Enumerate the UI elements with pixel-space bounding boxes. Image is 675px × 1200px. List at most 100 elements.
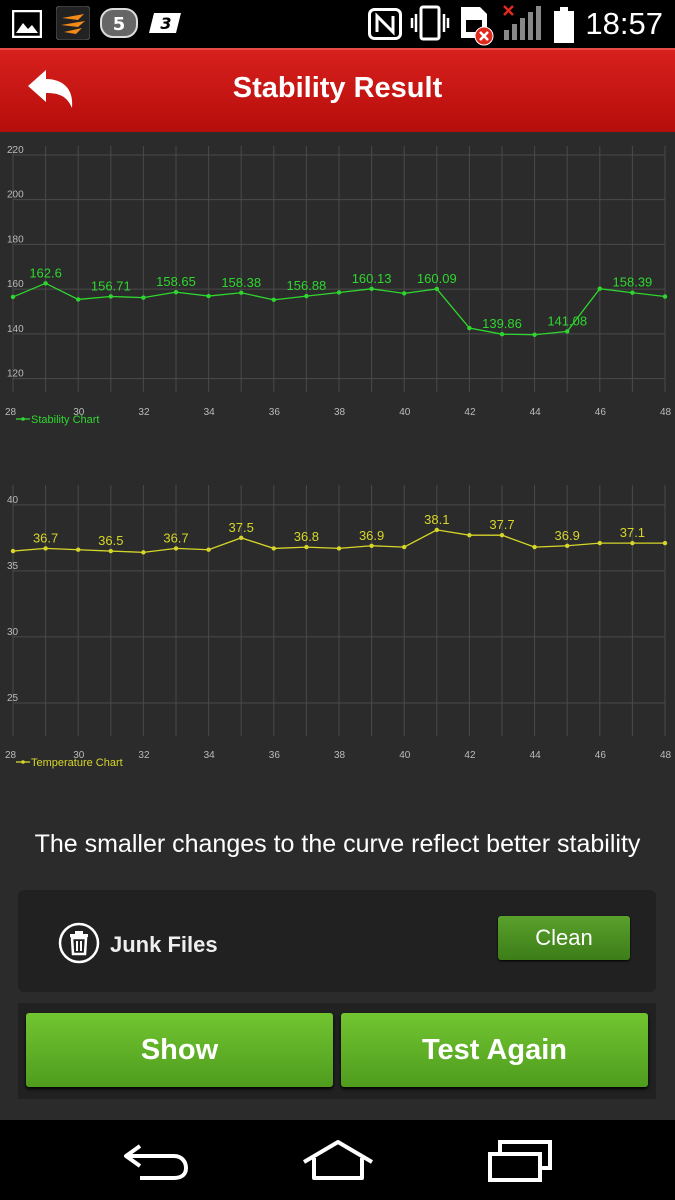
temperature-data-label: 37.7 — [489, 517, 514, 532]
temperature-data-point — [336, 546, 342, 551]
temperature-data-point — [499, 533, 505, 538]
temperature-data-label: 36.7 — [33, 530, 58, 545]
vibrate-icon — [410, 5, 450, 41]
navigation-bar — [0, 1120, 675, 1200]
stability-data-label: 158.65 — [156, 274, 196, 289]
stability-data-label: 158.38 — [221, 275, 261, 290]
clean-button[interactable]: Clean — [498, 916, 630, 960]
temperature-data-point — [206, 547, 211, 552]
status-time: 18:57 — [585, 6, 663, 41]
temperature-data-point — [369, 543, 374, 548]
temperature-y-tick-label: 25 — [7, 693, 19, 704]
stability-data-point — [369, 286, 374, 292]
temperature-legend-marker — [21, 760, 25, 764]
temperature-y-tick-label: 40 — [7, 495, 19, 506]
temperature-x-tick-label: 44 — [530, 750, 542, 761]
stability-y-tick-label: 220 — [7, 145, 24, 156]
temperature-data-label: 36.9 — [359, 528, 384, 543]
temperature-data-point — [108, 548, 114, 554]
temperature-x-tick-label: 34 — [204, 750, 216, 761]
back-icon[interactable] — [120, 1136, 190, 1186]
stability-data-point — [271, 297, 276, 303]
page-title: Stability Result — [232, 72, 443, 104]
stability-x-tick-label: 38 — [334, 407, 346, 418]
signal-no-service-icon — [503, 5, 541, 40]
stability-x-tick-label: 48 — [660, 407, 672, 418]
stability-data-label: 139.86 — [482, 316, 522, 331]
action-panel: Show Test Again — [18, 1003, 656, 1099]
sim-error-icon — [461, 7, 494, 46]
temperature-data-label: 36.7 — [163, 530, 188, 545]
temperature-data-point — [565, 543, 570, 548]
stability-data-label: 156.71 — [91, 278, 131, 293]
gallery-icon — [12, 10, 42, 38]
stability-y-tick-label: 160 — [7, 279, 24, 290]
svg-text:5: 5 — [113, 14, 126, 35]
temperature-data-point — [43, 546, 48, 551]
temperature-data-point — [467, 533, 472, 538]
svg-text:3: 3 — [160, 14, 171, 33]
show-button[interactable]: Show — [26, 1013, 333, 1087]
stability-x-tick-label: 36 — [269, 407, 281, 418]
temperature-y-tick-label: 35 — [7, 561, 19, 572]
temperature-data-label: 36.9 — [555, 528, 580, 543]
stability-data-point — [206, 293, 211, 299]
temperature-data-point — [271, 546, 276, 551]
stability-x-tick-label: 44 — [530, 407, 542, 418]
stability-data-label: 158.39 — [613, 275, 653, 290]
recent-apps-icon[interactable] — [484, 1136, 556, 1186]
stability-data-label: 162.6 — [29, 265, 62, 280]
junk-files-panel: Junk Files Clean — [18, 890, 656, 992]
stability-data-point — [304, 293, 309, 299]
stability-y-tick-label: 120 — [7, 369, 24, 380]
stability-x-tick-label: 28 — [5, 407, 17, 418]
stability-data-label: 156.88 — [287, 278, 327, 293]
stability-hint-text: The smaller changes to the curve reflect… — [34, 830, 641, 858]
home-icon[interactable] — [300, 1136, 376, 1186]
stability-x-tick-label: 34 — [204, 407, 216, 418]
temperature-x-tick-label: 28 — [5, 750, 17, 761]
temperature-data-label: 36.5 — [98, 533, 123, 548]
stability-legend-marker — [21, 417, 25, 421]
stability-data-point — [467, 325, 472, 331]
temperature-data-label: 36.8 — [294, 529, 319, 544]
stability-data-label: 160.09 — [417, 271, 457, 286]
stability-data-label: 141.08 — [547, 313, 587, 328]
stability-data-point — [630, 290, 635, 295]
temperature-data-label: 37.1 — [620, 525, 645, 540]
app-bar: Stability Result — [0, 48, 675, 132]
stability-data-point — [434, 286, 439, 292]
stability-data-point — [141, 295, 146, 300]
stability-data-point — [532, 332, 537, 337]
temperature-x-tick-label: 32 — [138, 750, 150, 761]
stability-data-point — [76, 297, 81, 302]
temperature-data-label: 38.1 — [424, 512, 449, 527]
test-again-button[interactable]: Test Again — [341, 1013, 648, 1087]
stability-y-tick-label: 180 — [7, 234, 24, 245]
junk-files-label: Junk Files — [110, 932, 218, 957]
back-arrow-icon[interactable] — [22, 66, 78, 114]
nfc-icon — [368, 8, 402, 40]
stability-data-point — [108, 294, 114, 299]
stability-data-point — [499, 331, 505, 337]
stability-x-tick-label: 30 — [73, 407, 85, 418]
temperature-data-point — [434, 527, 439, 533]
temperature-data-point — [239, 535, 244, 541]
temperature-data-point — [76, 547, 81, 552]
stability-y-tick-label: 140 — [7, 324, 24, 335]
status-bar: 5 3 18:57 — [0, 0, 675, 48]
temperature-data-point — [630, 540, 635, 546]
temperature-data-point — [662, 540, 668, 546]
temperature-x-tick-label: 30 — [73, 750, 85, 761]
stability-data-label: 160.13 — [352, 271, 392, 286]
speed-test-app-icon — [56, 6, 90, 40]
temperature-legend-label: Temperature Chart — [31, 757, 123, 769]
stability-data-point — [10, 294, 16, 300]
stability-x-tick-label: 46 — [595, 407, 607, 418]
stability-x-tick-label: 42 — [464, 407, 476, 418]
stability-y-tick-label: 200 — [7, 190, 24, 201]
temperature-x-tick-label: 36 — [269, 750, 281, 761]
carrier-3-icon: 3 — [149, 13, 181, 33]
stability-data-point — [565, 329, 570, 334]
stability-x-tick-label: 32 — [138, 407, 150, 418]
